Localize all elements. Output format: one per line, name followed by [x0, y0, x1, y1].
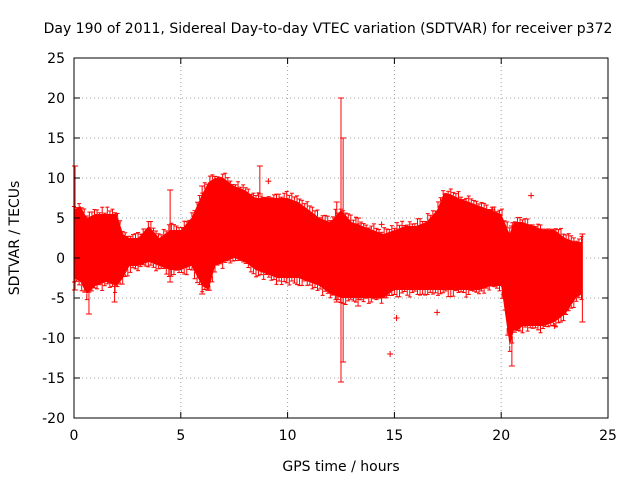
data-band [74, 178, 583, 346]
outlier-point [393, 315, 400, 321]
outlier-point [551, 323, 558, 329]
y-axis-title: SDTVAR / TECUs [7, 181, 23, 296]
x-tick-label: 5 [176, 428, 185, 444]
y-tick-label: 25 [47, 51, 65, 67]
y-tick-label: 5 [56, 211, 65, 227]
data-band-layer [74, 178, 583, 346]
x-tick-label: 10 [279, 428, 297, 444]
x-tick-label: 0 [70, 428, 79, 444]
y-tick-label: -15 [42, 371, 65, 387]
outlier-point [378, 221, 385, 228]
outlier-point [387, 351, 394, 357]
y-tick-label: 0 [56, 251, 65, 267]
plot-frame [73, 57, 609, 419]
spike-layer [72, 97, 586, 383]
outlier-point [434, 309, 441, 316]
x-axis-ticks: 0 5 10 15 20 25 [70, 58, 617, 444]
y-tick-label: 20 [47, 91, 65, 107]
x-tick-label: 15 [385, 428, 403, 444]
y-tick-label: -10 [42, 331, 65, 347]
y-tick-label: -20 [42, 411, 65, 427]
outlier-point [265, 178, 272, 185]
x-tick-label: 20 [492, 428, 510, 444]
y-tick-label: 10 [47, 171, 65, 187]
outlier-layer [265, 178, 558, 357]
chart-title: Day 190 of 2011, Sidereal Day-to-day VTE… [44, 21, 613, 37]
x-axis-title: GPS time / hours [282, 459, 399, 475]
x-tick-label: 25 [599, 428, 617, 444]
y-tick-label: -5 [51, 291, 65, 307]
y-axis-ticks: -20 -15 -10 -5 0 5 10 15 20 25 [42, 51, 608, 427]
outlier-point [489, 207, 496, 213]
y-tick-label: 15 [47, 131, 65, 147]
outlier-point [528, 192, 535, 199]
